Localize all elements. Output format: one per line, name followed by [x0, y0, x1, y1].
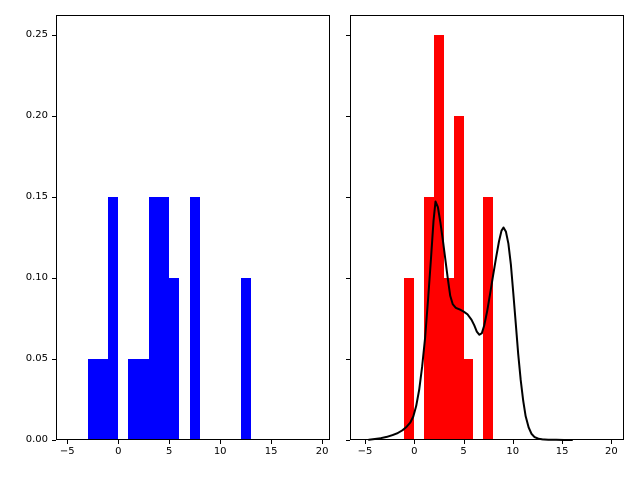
left-histogram-axes: [56, 15, 330, 440]
histogram-bar: [240, 277, 251, 439]
x-axis-tick: [365, 440, 366, 444]
x-axis-tick-label: 20: [605, 446, 618, 457]
x-axis-tick: [611, 440, 613, 444]
histogram-bar: [97, 358, 109, 439]
x-axis-tick-label: 5: [166, 446, 173, 457]
y-axis-tick: [52, 358, 56, 360]
histogram-bar: [169, 277, 180, 439]
x-axis-tick: [220, 440, 222, 444]
histogram-bar: [463, 358, 474, 439]
y-axis-tick-label: 0.10: [25, 271, 48, 283]
y-axis-tick: [346, 440, 350, 441]
histogram-bar: [443, 277, 454, 439]
x-axis-tick-label: −5: [59, 446, 75, 457]
y-axis-tick: [346, 277, 350, 279]
x-axis-tick: [463, 440, 465, 444]
y-axis-tick-label: 0.25: [25, 28, 48, 40]
histogram-bar: [87, 358, 98, 439]
histogram-bar: [434, 34, 444, 439]
histogram-bar: [148, 196, 159, 439]
x-axis-tick: [67, 440, 69, 444]
x-axis-tick: [118, 440, 120, 444]
y-axis-tick-label: 0.15: [25, 190, 48, 202]
y-axis-tick: [52, 34, 56, 36]
y-axis-tick: [346, 358, 350, 360]
y-axis-tick: [52, 440, 56, 441]
x-axis-tick-label: 20: [315, 446, 329, 457]
histogram-bar: [404, 277, 415, 439]
x-axis-tick-label: 10: [506, 446, 520, 457]
histogram-bar: [108, 196, 119, 439]
y-axis-tick: [346, 34, 350, 36]
x-axis-tick: [512, 440, 514, 444]
histogram-bar: [159, 196, 170, 439]
y-axis-tick: [52, 196, 56, 198]
histogram-bar: [424, 196, 434, 439]
histogram-bar: [189, 196, 200, 439]
y-axis-tick: [52, 277, 56, 279]
histogram-bar: [453, 115, 464, 439]
x-axis-tick: [271, 440, 273, 444]
histogram-bar: [483, 196, 494, 439]
x-axis-tick-label: 0: [115, 446, 122, 457]
x-axis-tick: [562, 440, 564, 444]
y-axis-tick-label: 0.00: [25, 434, 48, 445]
y-axis-tick: [346, 196, 350, 198]
x-axis-tick-label: −5: [357, 446, 373, 457]
x-axis-tick-label: 5: [460, 446, 467, 457]
x-axis-tick-label: 15: [264, 446, 278, 457]
histogram-bar: [128, 358, 139, 439]
histogram-bar: [138, 358, 149, 439]
x-axis-tick: [322, 440, 324, 444]
x-axis-tick: [414, 440, 416, 444]
y-axis-tick-label: 0.05: [25, 352, 48, 364]
y-axis-tick: [346, 115, 350, 117]
x-axis-tick-label: 15: [555, 446, 569, 457]
x-axis-tick: [169, 440, 171, 444]
x-axis-tick-label: 10: [213, 446, 227, 457]
y-axis-tick: [52, 115, 56, 117]
x-axis-tick-label: 0: [411, 446, 418, 457]
y-axis-tick-label: 0.20: [25, 109, 48, 121]
